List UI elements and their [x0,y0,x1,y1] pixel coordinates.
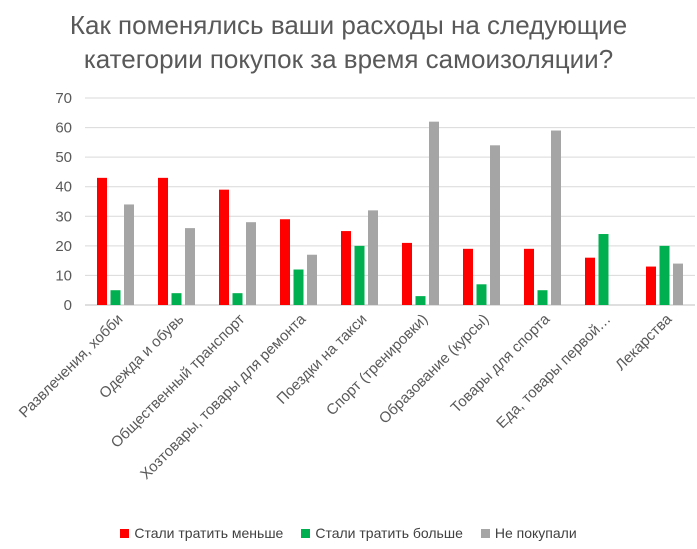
bar [551,130,561,305]
y-tick-label: 0 [64,297,72,314]
bar [368,210,378,305]
legend-item-none: Не покупали [480,525,577,541]
legend-item-less: Стали тратить меньше [120,525,283,541]
y-tick-label: 10 [55,267,72,284]
legend-item-more: Стали тратить больше [301,525,463,541]
bar [673,263,683,305]
bar [524,248,534,305]
bar [232,293,243,305]
bar [476,284,487,305]
bar [463,248,473,305]
chart-title-line-1: Как поменялись ваши расходы на следующие [69,10,628,40]
bar [280,219,290,305]
bar [598,234,609,305]
bar [219,189,229,305]
legend-swatch-none [480,528,490,538]
y-tick-label: 70 [55,90,72,107]
bar [490,145,500,305]
bar [97,177,107,305]
x-tick-label: Еда, товары первой… [493,311,614,432]
legend-label-more: Стали тратить больше [315,525,463,541]
y-tick-label: 60 [55,120,72,137]
chart-title-line-2: категории покупок за время самоизоляции? [83,44,614,74]
bar [110,290,121,305]
x-tick-label: Лекарства [612,310,676,374]
legend-label-none: Не покупали [494,525,577,541]
bar [124,204,134,305]
bar [246,222,256,305]
y-tick-label: 20 [55,238,72,255]
bar [429,121,439,306]
bar [659,245,670,305]
y-tick-label: 50 [55,149,72,166]
x-tick-label: Развлечения, хобби [16,311,127,422]
bar [354,245,365,305]
bar [158,177,168,305]
legend-swatch-less [120,528,130,538]
chart-legend: Стали тратить меньше Стали тратить больш… [0,525,697,541]
bar [585,257,595,305]
bar [307,254,317,305]
bar [646,266,656,305]
bar [537,290,548,305]
chart-title: Как поменялись ваши расходы на следующие… [0,8,697,76]
y-tick-label: 30 [55,208,72,225]
bar [341,231,351,305]
x-tick-label: Спорт (тренировки) [323,311,431,419]
bar [293,269,304,305]
y-tick-label: 40 [55,179,72,196]
legend-label-less: Стали тратить меньше [134,525,284,541]
legend-swatch-more [301,528,311,538]
bar [185,228,195,305]
bar [415,296,426,305]
bar [171,293,182,305]
bar [402,242,412,305]
x-tick-label: Образование (курсы) [376,311,493,428]
